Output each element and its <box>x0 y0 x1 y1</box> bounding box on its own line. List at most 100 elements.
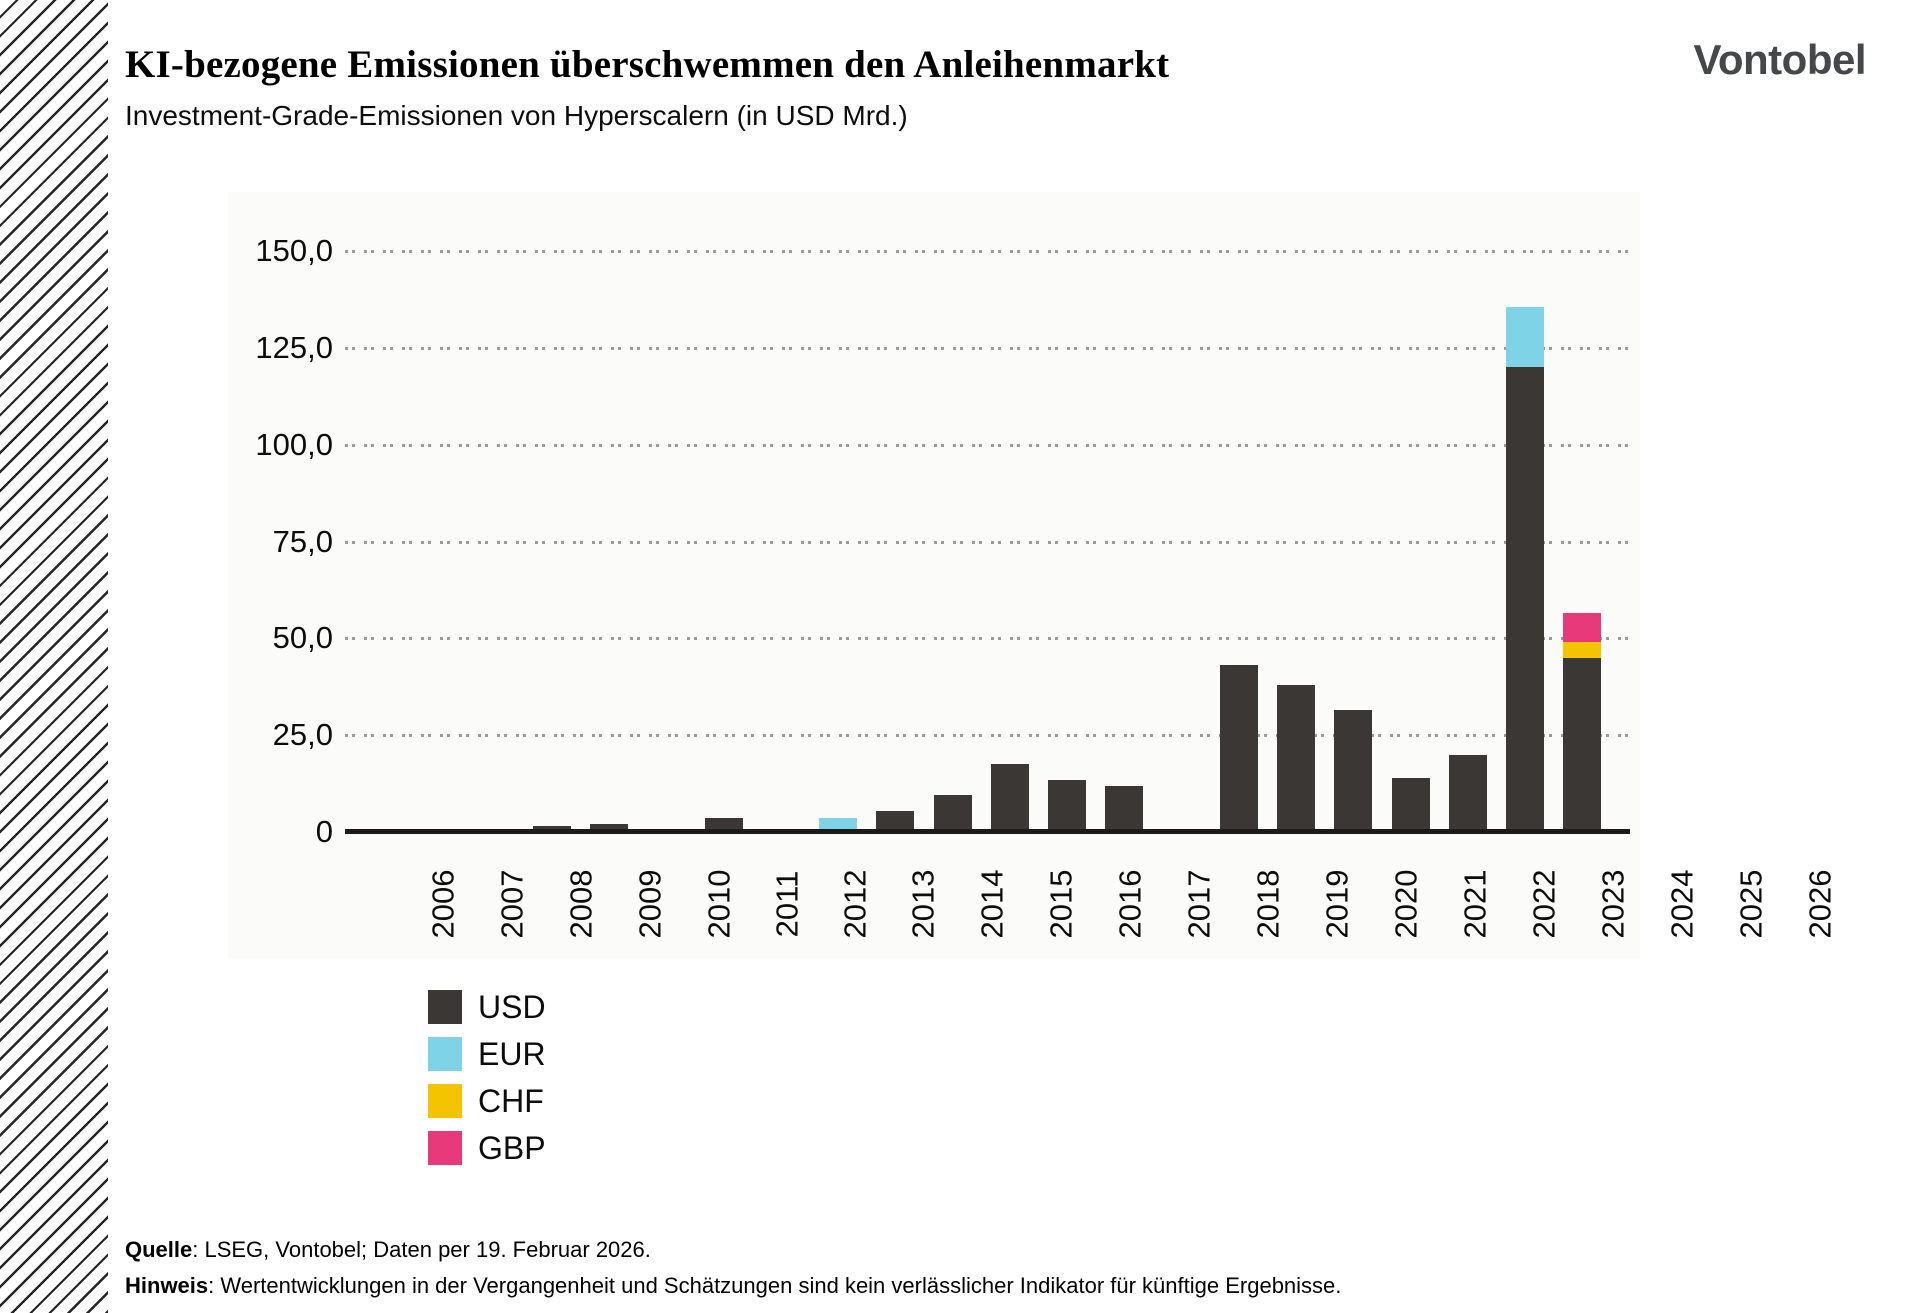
x-tick-label-2022: 2022 <box>1526 869 1562 939</box>
bar-segment-usd-2011 <box>704 818 743 832</box>
x-tick-label-2017: 2017 <box>1181 869 1217 939</box>
y-tick-0: 0 <box>315 814 333 849</box>
legend-swatch-gbp <box>428 1131 462 1165</box>
x-axis-line <box>345 829 1630 834</box>
bar-slot-2012 <box>752 251 809 832</box>
x-tick-label-2006: 2006 <box>425 869 461 939</box>
x-tick-label-2008: 2008 <box>563 869 599 939</box>
legend-item-chf: CHF <box>428 1082 546 1119</box>
x-tick-label-2014: 2014 <box>974 869 1010 939</box>
x-tick-label-2023: 2023 <box>1595 869 1631 939</box>
source-line: Quelle: LSEG, Vontobel; Daten per 19. Fe… <box>125 1232 1341 1268</box>
bar-slot-2011 <box>695 251 752 832</box>
legend-item-gbp: GBP <box>428 1129 546 1166</box>
bar-segment-usd-2016 <box>990 764 1029 832</box>
bar-2009 <box>590 824 629 832</box>
bar-segment-usd-2024 <box>1448 754 1487 832</box>
x-tick-2014: 2014 <box>958 848 1027 960</box>
footer: Quelle: LSEG, Vontobel; Daten per 19. Fe… <box>125 1232 1341 1304</box>
note-label: Hinweis <box>125 1273 209 1298</box>
bar-2025 <box>1506 307 1545 832</box>
legend-swatch-usd <box>428 990 462 1024</box>
legend-item-eur: EUR <box>428 1036 546 1072</box>
x-tick-2017: 2017 <box>1165 848 1234 960</box>
bar-2014 <box>876 810 915 832</box>
bar-segment-eur-2025 <box>1506 307 1545 368</box>
bar-segment-usd-2018 <box>1105 785 1144 832</box>
bar-2013 <box>819 818 858 832</box>
vontobel-logo: Vontobel <box>1693 36 1866 83</box>
x-tick-label-2010: 2010 <box>701 869 737 939</box>
x-tick-2024: 2024 <box>1648 848 1717 960</box>
bar-slot-2009 <box>581 251 638 832</box>
source-label: Quelle <box>125 1237 193 1262</box>
source-text: : LSEG, Vontobel; Daten per 19. Februar … <box>192 1237 651 1262</box>
legend-item-usd: USD <box>428 988 546 1025</box>
legend-label-chf: CHF <box>478 1082 544 1119</box>
x-tick-2009: 2009 <box>616 848 685 960</box>
x-tick-label-2018: 2018 <box>1250 869 1286 939</box>
x-tick-label-2020: 2020 <box>1388 869 1424 939</box>
y-tick-50: 50,0 <box>272 620 333 656</box>
bar-segment-usd-2020 <box>1219 665 1258 832</box>
legend-swatch-eur <box>428 1037 462 1071</box>
chart-title: KI-bezogene Emissionen überschwemmen den… <box>125 43 1170 86</box>
x-tick-label-2015: 2015 <box>1043 869 1079 939</box>
gridline-150 <box>345 250 1630 253</box>
x-tick-2011: 2011 <box>754 848 821 960</box>
bar-segment-eur-2013 <box>819 818 858 832</box>
bar-slot-2015 <box>924 251 981 832</box>
bar-slot-2025 <box>1496 251 1553 832</box>
bar-segment-usd-2022 <box>1334 710 1373 832</box>
bar-slot-2014 <box>867 251 924 832</box>
bar-segment-usd-2017 <box>1048 779 1087 832</box>
x-tick-label-2011: 2011 <box>769 870 805 938</box>
bar-slot-2018 <box>1096 251 1153 832</box>
bar-slot-2023 <box>1382 251 1439 832</box>
bar-slot-2017 <box>1039 251 1096 832</box>
x-tick-label-2012: 2012 <box>837 869 872 939</box>
bar-slot-2007 <box>466 251 523 832</box>
x-tick-label-2021: 2021 <box>1457 869 1493 939</box>
legend-label-usd: USD <box>478 988 546 1025</box>
x-tick-2013: 2013 <box>889 848 958 960</box>
x-tick-label-2024: 2024 <box>1664 869 1700 939</box>
y-tick-75: 75,0 <box>272 523 333 559</box>
plot-area <box>345 250 1630 834</box>
x-tick-label-2007: 2007 <box>494 869 530 939</box>
bar-series <box>409 251 1611 832</box>
x-tick-2019: 2019 <box>1303 848 1372 960</box>
x-tick-2018: 2018 <box>1234 848 1303 960</box>
bar-2023 <box>1391 777 1430 832</box>
bar-segment-usd-2023 <box>1391 777 1430 832</box>
note-text: : Wertentwicklungen in der Vergangenheit… <box>208 1273 1342 1298</box>
gridline-125 <box>345 346 1630 350</box>
bar-slot-2013 <box>810 251 867 832</box>
bar-segment-usd-2009 <box>590 824 629 832</box>
y-tick-25: 25,0 <box>272 717 333 753</box>
x-axis-tick-labels: 2006 2007 2008 2009 2010 2011 2012 2013 2014 2015… <box>409 848 1837 960</box>
x-tick-2007: 2007 <box>478 848 547 960</box>
legend: USD EUR CHF GBP <box>428 988 546 1166</box>
bar-slot-2010 <box>638 251 695 832</box>
x-tick-label-2009: 2009 <box>632 869 668 939</box>
x-tick-2022: 2022 <box>1510 848 1579 960</box>
gridline-75 <box>345 540 1630 544</box>
bar-slot-2016 <box>981 251 1038 832</box>
x-tick-2020: 2020 <box>1372 848 1441 960</box>
bar-2011 <box>704 818 743 832</box>
x-tick-label-2019: 2019 <box>1319 869 1355 939</box>
x-tick-label-2013: 2013 <box>905 869 941 939</box>
x-tick-label-2025: 2025 <box>1733 869 1769 939</box>
x-tick-2023: 2023 <box>1579 848 1648 960</box>
x-tick-2006: 2006 <box>409 848 478 960</box>
bar-segment-usd-2015 <box>933 795 972 832</box>
x-tick-2015: 2015 <box>1027 848 1096 960</box>
diagonal-stripe-decoration <box>0 0 108 1313</box>
gridline-100 <box>345 443 1630 447</box>
bar-2017 <box>1048 779 1087 832</box>
bar-slot-2026 <box>1554 251 1611 832</box>
bar-slot-2019 <box>1153 251 1210 832</box>
legend-label-gbp: GBP <box>478 1129 546 1166</box>
bar-segment-usd-2021 <box>1277 684 1316 832</box>
